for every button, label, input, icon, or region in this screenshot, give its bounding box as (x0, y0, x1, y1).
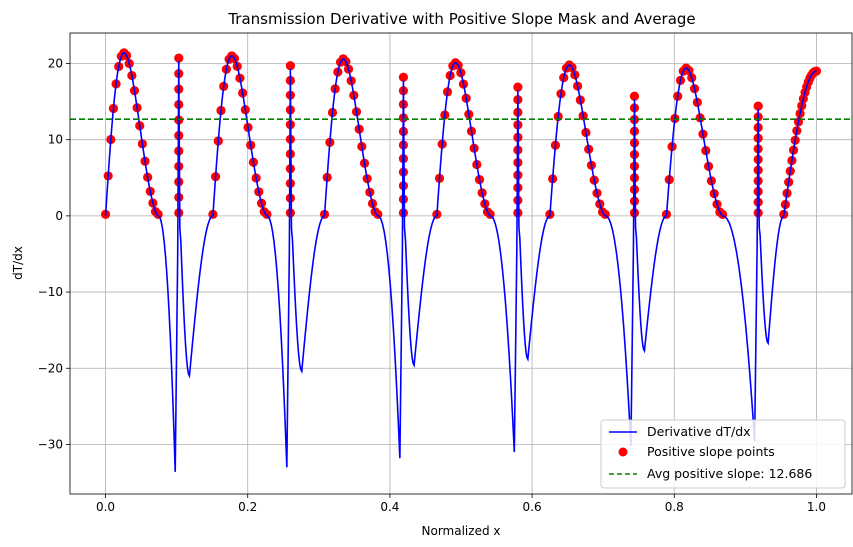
chart-title: Transmission Derivative with Positive Sl… (227, 10, 695, 28)
y-tick-label: 0 (55, 209, 63, 223)
y-axis-label: dT/dx (11, 246, 25, 280)
legend-marker-swatch (618, 447, 628, 457)
x-tick-label: 0.0 (96, 500, 115, 514)
series (70, 48, 852, 472)
positive-slope-point (174, 53, 184, 63)
positive-slope-point (513, 208, 523, 218)
positive-slope-point (285, 61, 295, 71)
x-tick-label: 0.2 (238, 500, 257, 514)
x-tick-label: 0.6 (523, 500, 542, 514)
plot-frame (69, 32, 853, 495)
positive-slope-point (398, 72, 409, 82)
derivative-line (104, 51, 817, 472)
x-tick-label: 1.0 (807, 500, 826, 514)
legend-box (600, 419, 846, 489)
y-tick-label: −30 (38, 437, 63, 451)
legend-label-derivative: Derivative dT/dx (647, 424, 751, 439)
positive-slope-point (811, 66, 822, 76)
positive-slope-point (174, 208, 184, 218)
legend: Derivative dT/dx Positive slope points A… (600, 419, 846, 489)
positive-slope-point (285, 208, 295, 218)
ticks: 0.0 0.2 0.4 0.6 0.8 1.0 −30 −20 −10 0 10 20 (38, 56, 826, 514)
y-tick-label: −10 (38, 285, 63, 299)
legend-label-average: Avg positive slope: 12.686 (647, 466, 812, 481)
positive-slope-point (513, 82, 523, 92)
x-tick-label: 0.8 (665, 500, 684, 514)
positive-slope-point (398, 208, 409, 218)
positive-slope-point (629, 91, 640, 101)
x-tick-label: 0.4 (380, 500, 399, 514)
positive-slope-point (753, 101, 763, 111)
y-tick-label: 10 (48, 133, 63, 147)
y-tick-label: 20 (48, 56, 63, 70)
legend-label-positive: Positive slope points (647, 444, 775, 459)
x-axis-label: Normalized x (422, 524, 501, 538)
y-tick-label: −20 (38, 361, 63, 375)
